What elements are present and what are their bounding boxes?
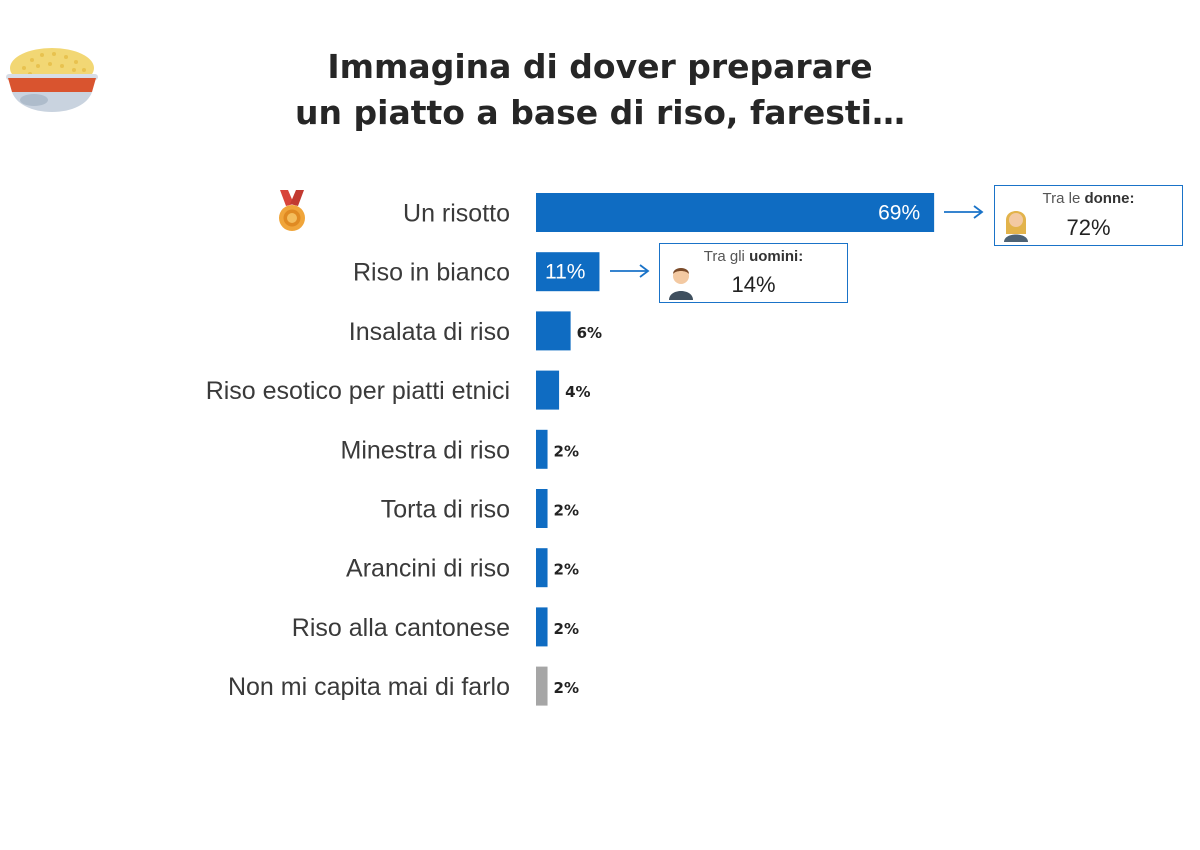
man-avatar-icon: [669, 268, 693, 300]
bar-1: [536, 193, 935, 232]
category-label: Insalata di riso: [349, 318, 510, 346]
women-callout: Tra le donne: 72%: [994, 185, 1183, 246]
value-label: 2%: [554, 561, 579, 579]
value-label: 2%: [554, 679, 579, 697]
men-callout-value: 14%: [731, 272, 776, 297]
chart-title: Immagina di dover preparare un piatto a …: [250, 44, 950, 136]
value-label: 2%: [554, 620, 579, 638]
category-label: Minestra di riso: [341, 436, 511, 464]
women-callout-heading: Tra le donne:: [1042, 190, 1135, 207]
bar-7: [536, 548, 548, 588]
men-callout: Tra gli uomini: 14%: [659, 243, 848, 303]
bar-9: [536, 666, 548, 706]
chart-title-line-2: un piatto a base di riso, faresti…: [295, 93, 905, 132]
category-label: Arancini di riso: [346, 555, 510, 583]
bar-5: [536, 429, 548, 469]
value-label: 2%: [554, 502, 579, 520]
value-label: 11%: [545, 261, 585, 284]
category-label: Riso in bianco: [353, 259, 510, 287]
woman-avatar-icon: [1004, 211, 1028, 242]
bar-8: [536, 607, 548, 647]
value-label: 4%: [565, 383, 590, 401]
men-callout-heading: Tra gli uomini:: [703, 248, 804, 265]
value-label: 6%: [577, 324, 602, 342]
men-arrow-icon: [610, 264, 650, 278]
chart-title-line-1: Immagina di dover preparare: [327, 47, 873, 86]
category-label: Riso alla cantonese: [292, 614, 510, 642]
value-label: 69%: [878, 202, 920, 225]
bar-4: [536, 370, 560, 410]
bar-2: [536, 252, 600, 292]
women-callout-value: 72%: [1066, 215, 1111, 240]
bar-6: [536, 489, 548, 528]
rice-bowl-icon: [6, 48, 98, 112]
category-label: Non mi capita mai di farlo: [228, 673, 510, 701]
women-arrow-icon: [944, 205, 984, 219]
medal-icon: [279, 190, 305, 231]
bar-3: [536, 311, 571, 351]
category-label: Riso esotico per piatti etnici: [206, 377, 510, 405]
category-label: Torta di riso: [381, 496, 510, 524]
value-label: 2%: [554, 442, 579, 460]
category-label: Un risotto: [403, 200, 510, 228]
